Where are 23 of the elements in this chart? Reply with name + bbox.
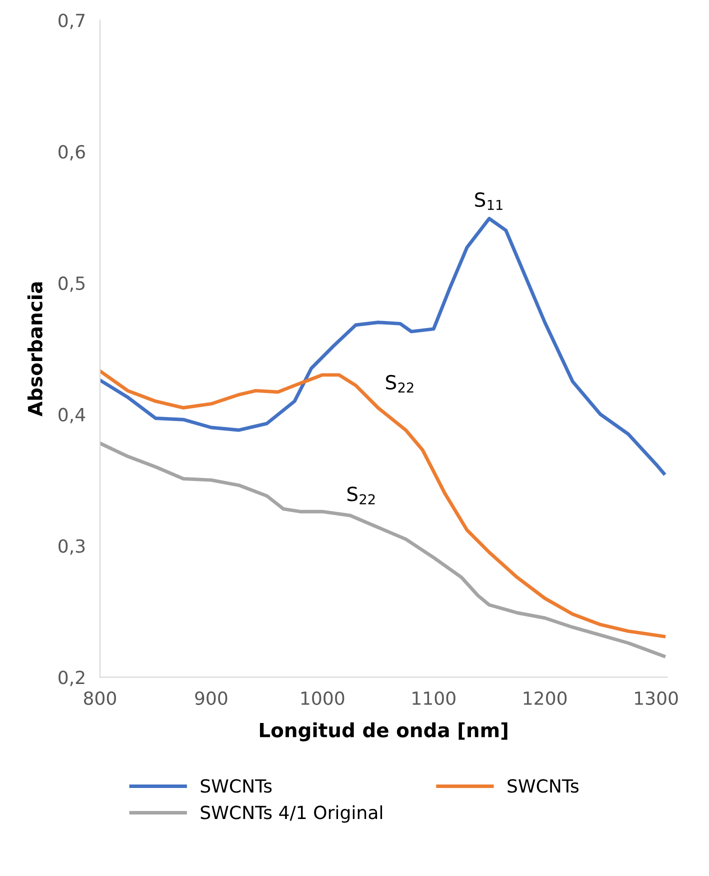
y-tick-label: 0,7 [58,14,85,30]
y-tick-label: 0,3 [58,539,85,555]
x-tick-label: 900 [195,691,228,706]
x-axis-title: Longitud de onda [nm] [260,722,508,742]
y-tick-label: 0,2 [58,670,84,686]
legend-label: SWCNTs [200,779,272,793]
legend-label: SWCNTs 4/1 Original [200,805,382,823]
y-tick-label: 0,4 [58,408,86,424]
annotation: S$_{22}$ [347,486,375,504]
line-series [100,369,666,638]
legend-label: SWCNTs [508,779,578,793]
y-tick-label: 0,6 [58,145,85,161]
x-tick-label: 800 [84,691,116,706]
line-series [100,216,666,476]
y-tick-label: 0,5 [58,276,85,292]
annotation: S$_{11}$ [475,192,502,210]
line-series [100,442,666,658]
x-tick-label: 1300 [635,691,678,706]
x-tick-label: 1000 [301,691,344,706]
x-tick-label: 1200 [524,691,567,706]
annotation: S$_{22}$ [386,374,414,393]
y-axis-title: Absorbancia [27,282,42,416]
x-tick-label: 1100 [412,691,456,706]
